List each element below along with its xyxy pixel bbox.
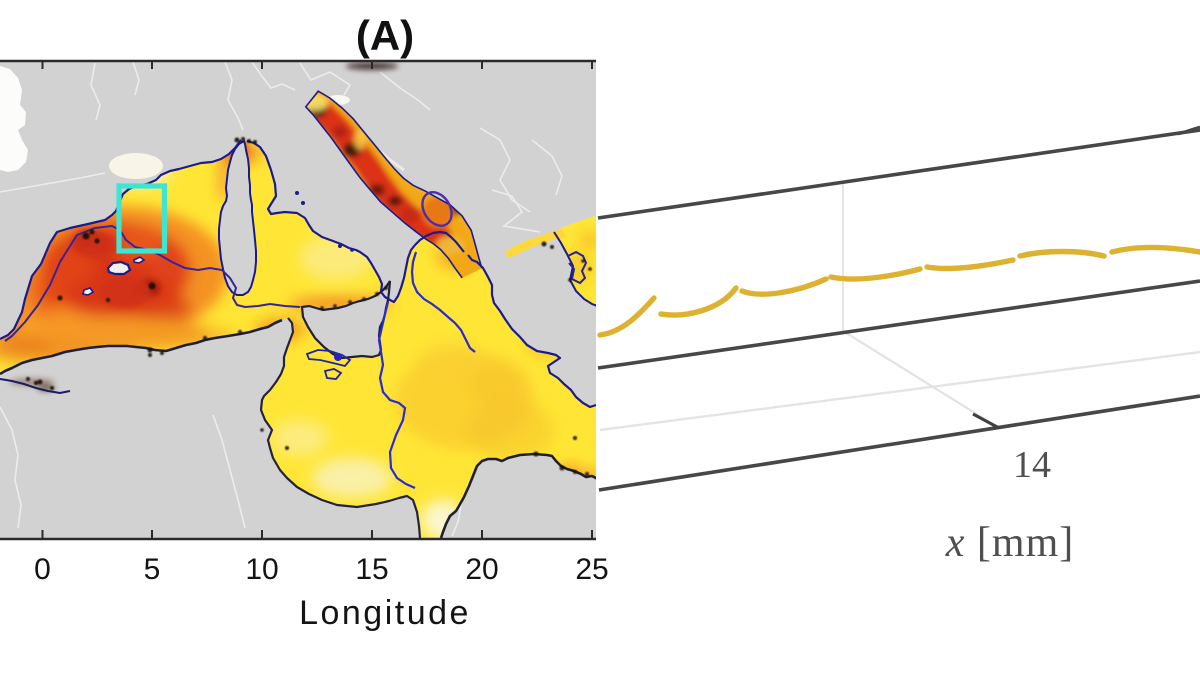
svg-text:20: 20 (465, 553, 498, 586)
svg-text:14: 14 (1013, 444, 1051, 486)
svg-text:(A): (A) (356, 12, 414, 59)
svg-text:25: 25 (575, 553, 608, 586)
svg-text:x [mm]: x [mm] (945, 520, 1074, 566)
svg-text:Longitude: Longitude (299, 594, 471, 632)
svg-text:5: 5 (144, 553, 161, 586)
svg-text:0: 0 (34, 553, 51, 586)
svg-text:15: 15 (355, 553, 388, 586)
svg-text:10: 10 (245, 553, 278, 586)
